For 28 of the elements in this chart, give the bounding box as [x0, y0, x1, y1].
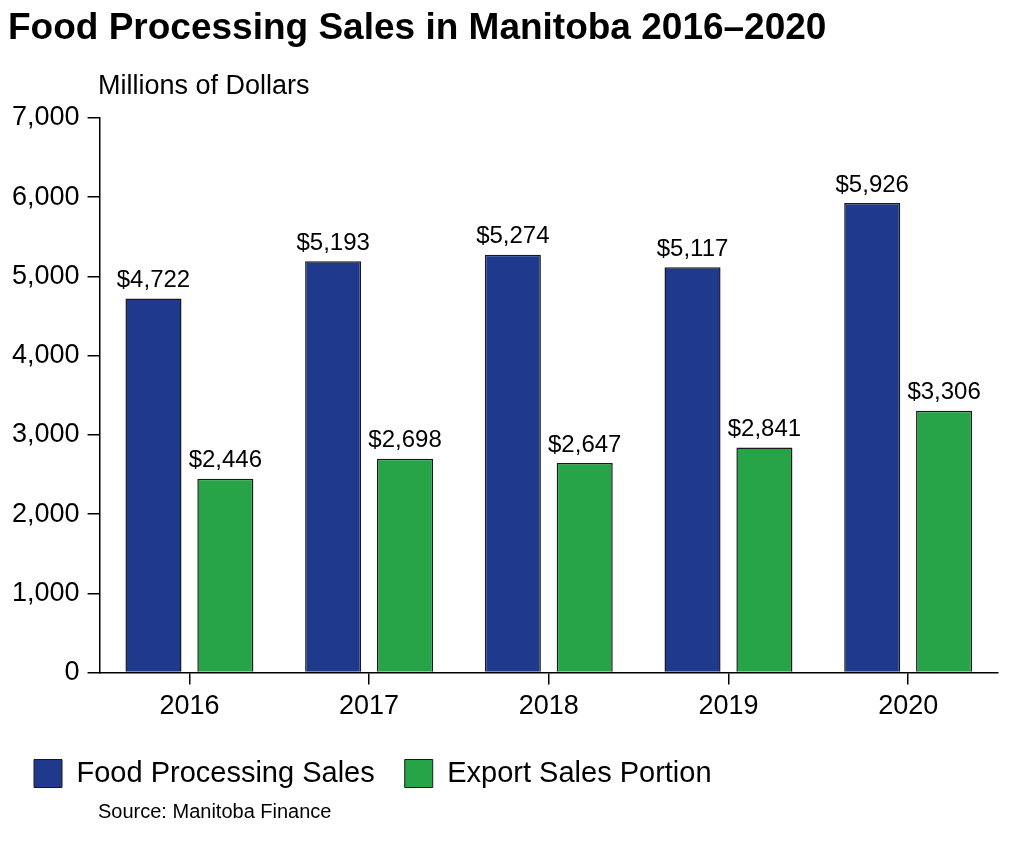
y-tick-label: 2,000 [11, 497, 80, 528]
data-label: $4,722 [116, 265, 191, 293]
x-tick-label: 2016 [159, 690, 220, 721]
y-tick-label: 6,000 [11, 180, 80, 211]
y-tick-label: 3,000 [11, 418, 80, 449]
legend-label: Export Sales Portion [447, 755, 712, 788]
y-tick-label: 4,000 [11, 339, 80, 370]
y-tick-label: 5,000 [11, 259, 80, 290]
x-tick-label: 2017 [339, 690, 400, 721]
data-label: $5,926 [835, 169, 909, 197]
source-note: Source: Manitoba Finance [98, 800, 332, 823]
data-label: $2,841 [727, 414, 802, 442]
y-tick-label: 1,000 [11, 576, 80, 607]
x-tick-label: 2019 [698, 690, 759, 721]
legend-label: Food Processing Sales [76, 755, 375, 788]
data-label: $5,117 [656, 233, 729, 261]
x-tick-label: 2020 [878, 690, 939, 721]
data-label: $5,274 [476, 221, 550, 249]
data-label: $3,306 [907, 377, 981, 405]
data-label: $5,193 [296, 227, 370, 255]
chart-title: Food Processing Sales in Manitoba 2016–2020 [8, 6, 827, 48]
y-tick-label: 0 [64, 656, 80, 687]
y-tick-label: 7,000 [11, 101, 80, 132]
y-axis-title: Millions of Dollars [98, 70, 310, 101]
x-tick-label: 2018 [518, 690, 579, 721]
data-label: $2,446 [188, 445, 263, 473]
data-label: $2,698 [368, 425, 442, 453]
data-label: $2,647 [548, 429, 622, 457]
